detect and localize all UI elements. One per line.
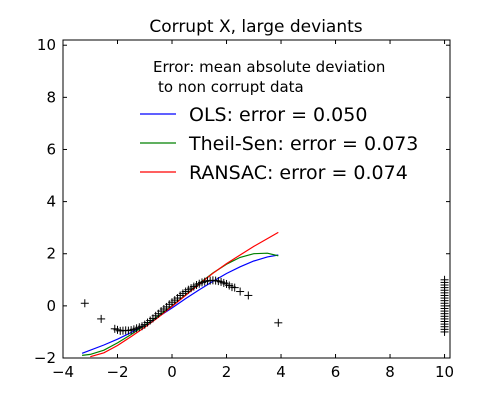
x-tick-label: −4 xyxy=(52,363,74,381)
y-tick-label: 10 xyxy=(37,36,56,54)
x-tick-label: 6 xyxy=(331,363,341,381)
legend-entries: OLS: error = 0.050 Theil-Sen: error = 0.0… xyxy=(140,104,418,184)
legend-title-line-2: to non corrupt data xyxy=(158,78,304,96)
legend-label: RANSAC: error = 0.074 xyxy=(189,162,408,184)
y-tick-label: 8 xyxy=(46,88,56,106)
series-layer xyxy=(80,231,449,358)
y-axis: −2 0 2 4 6 8 10 xyxy=(34,36,450,367)
legend-title-line-1: Error: mean absolute deviation xyxy=(153,58,385,76)
data-point xyxy=(230,283,239,292)
legend-label: OLS: error = 0.050 xyxy=(189,104,367,126)
y-tick-label: −2 xyxy=(34,349,56,367)
x-tick-label: 2 xyxy=(222,363,232,381)
data-point xyxy=(236,287,245,296)
y-tick-label: 2 xyxy=(46,245,56,263)
chart-title: Corrupt X, large deviants xyxy=(149,17,362,37)
legend: Error: mean absolute deviation to non co… xyxy=(140,58,418,184)
data-point xyxy=(244,291,253,300)
y-tick-label: 4 xyxy=(46,193,56,211)
series-line-0 xyxy=(81,254,279,354)
y-tick-label: 6 xyxy=(46,140,56,158)
data-point xyxy=(440,327,449,336)
axes-frame xyxy=(62,39,451,359)
x-tick-label: −2 xyxy=(106,363,128,381)
x-tick-label: 10 xyxy=(435,363,454,381)
data-point xyxy=(274,318,283,327)
y-tick-label: 0 xyxy=(46,297,56,315)
data-point xyxy=(80,299,89,308)
x-tick-label: 8 xyxy=(385,363,395,381)
legend-label: Theil-Sen: error = 0.073 xyxy=(188,133,418,155)
x-axis: −4 −2 0 2 4 6 8 10 xyxy=(52,40,454,381)
x-tick-label: 0 xyxy=(167,363,177,381)
x-tick-label: 4 xyxy=(276,363,286,381)
data-point xyxy=(97,314,106,323)
